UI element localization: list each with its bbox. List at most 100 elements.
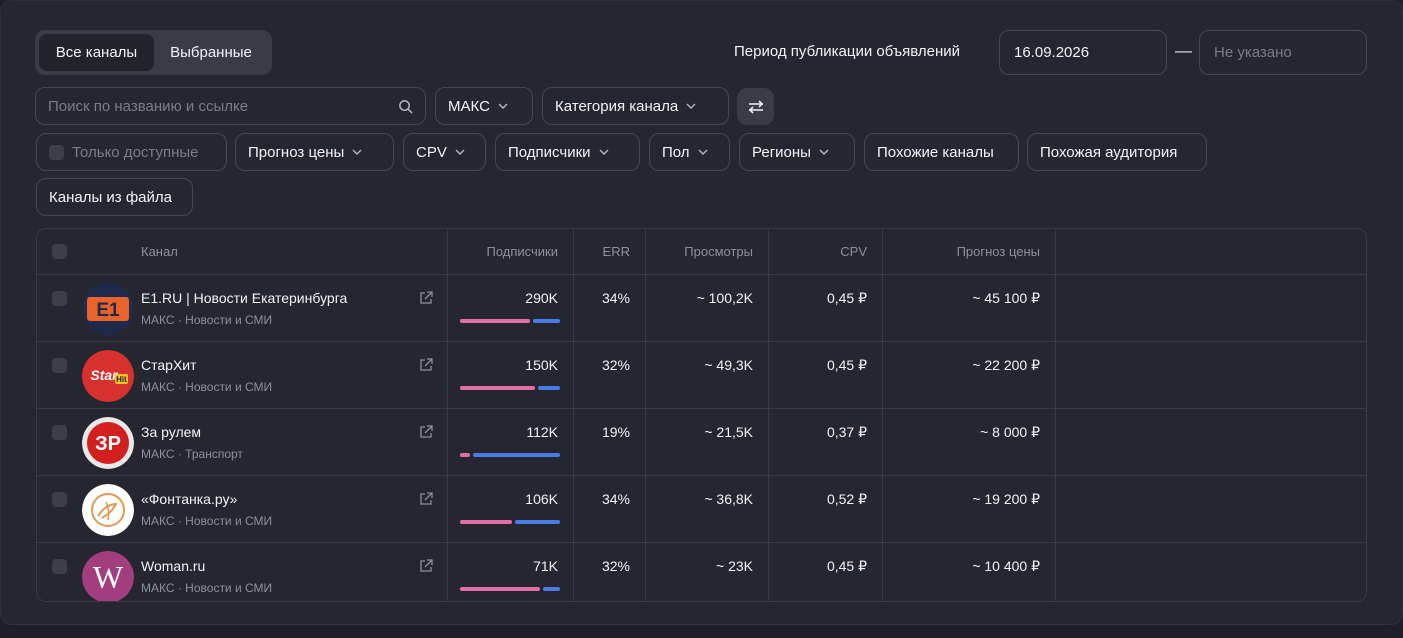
channel-name[interactable]: Woman.ru (141, 558, 206, 574)
search-icon (399, 99, 413, 114)
only-available-label: Только доступные (72, 143, 199, 161)
err-value: 34% (601, 290, 630, 306)
similar-channels-button[interactable]: Похожие каналы (864, 133, 1019, 171)
tab-selected-channels[interactable]: Выбранные (170, 44, 252, 61)
views-value: ~ 100,2K (696, 290, 753, 306)
price-forecast-value: ~ 8 000 ₽ (980, 424, 1040, 440)
table-row[interactable]: Star Hit СтарХит МАКС · Новости и СМИ 150… (37, 342, 1366, 409)
gender-label: Пол (662, 143, 690, 161)
price-forecast-value: ~ 10 400 ₽ (972, 558, 1040, 574)
subscribers-label: Подписчики (508, 143, 591, 161)
regions-dropdown[interactable]: Регионы (739, 133, 855, 171)
only-available-checkbox[interactable]: Только доступные (36, 133, 227, 171)
external-link-icon[interactable] (419, 559, 433, 573)
cpv-dropdown[interactable]: CPV (403, 133, 486, 171)
header-err[interactable]: ERR (602, 244, 630, 259)
table-row[interactable]: E1 E1.RU | Новости Екатеринбурга МАКС · … (37, 275, 1366, 342)
views-value: ~ 36,8K (704, 491, 753, 507)
category-dropdown[interactable]: Категория канала (542, 87, 729, 125)
cpv-label: CPV (416, 143, 447, 161)
err-value: 19% (601, 424, 630, 440)
filter-settings-button[interactable] (737, 88, 774, 125)
tab-all-channels[interactable]: Все каналы (39, 34, 154, 71)
subscribers-dropdown[interactable]: Подписчики (495, 133, 640, 171)
header-cpv[interactable]: CPV (840, 244, 867, 259)
header-channel[interactable]: Канал (141, 244, 178, 259)
subscribers-value: 150K (525, 357, 558, 373)
external-link-icon[interactable] (419, 492, 433, 506)
male-share-bar (515, 520, 560, 524)
table-header: Канал Подписчики ERR Просмотры CPV Прогн… (37, 229, 1366, 275)
female-share-bar (460, 386, 535, 390)
chevron-down-icon (498, 103, 508, 109)
err-value: 32% (601, 357, 630, 373)
channel-name[interactable]: За рулем (141, 424, 202, 440)
chevron-down-icon (352, 149, 362, 155)
cpv-value: 0,52 ₽ (826, 491, 867, 507)
channels-panel: Все каналы Выбранные Период публикации о… (0, 0, 1403, 625)
channel-logo-womanru: W (82, 551, 134, 601)
chevron-down-icon (599, 149, 609, 155)
female-share-bar (460, 587, 540, 591)
row-checkbox[interactable] (52, 559, 67, 574)
channel-meta: МАКС · Новости и СМИ (141, 581, 273, 595)
subscribers-value: 71K (533, 558, 558, 574)
channel-logo-fontanka (82, 484, 134, 536)
table-row[interactable]: W Woman.ru МАКС · Новости и СМИ 71K 32% … (37, 543, 1366, 601)
audience-gender-bar (460, 386, 560, 390)
select-all-checkbox[interactable] (52, 244, 67, 259)
table-row[interactable]: ЗР За рулем МАКС · Транспорт 112K 19% ~ … (37, 409, 1366, 476)
channel-logo-starhit: Star Hit (82, 350, 134, 402)
cpv-value: 0,45 ₽ (826, 357, 867, 373)
header-subscribers[interactable]: Подписчики (486, 244, 558, 259)
table-row[interactable]: «Фонтанка.ру» МАКС · Новости и СМИ 106K … (37, 476, 1366, 543)
gender-dropdown[interactable]: Пол (649, 133, 730, 171)
male-share-bar (473, 453, 560, 457)
chevron-down-icon (455, 149, 465, 155)
search-input[interactable]: Поиск по названию и ссылке (35, 87, 426, 125)
svg-text:ЗР: ЗР (95, 433, 121, 455)
platform-dropdown[interactable]: МАКС (435, 87, 533, 125)
channel-name[interactable]: СтарХит (141, 357, 197, 373)
checkbox-icon (49, 144, 64, 160)
cpv-value: 0,45 ₽ (826, 558, 867, 574)
err-value: 34% (601, 491, 630, 507)
channels-table: Канал Подписчики ERR Просмотры CPV Прогн… (36, 228, 1367, 602)
subscribers-value: 290K (525, 290, 558, 306)
period-from-input[interactable]: 16.09.2026 (999, 30, 1167, 75)
header-views[interactable]: Просмотры (684, 244, 753, 259)
row-checkbox[interactable] (52, 291, 67, 306)
channels-from-file-button[interactable]: Каналы из файла (36, 178, 193, 216)
female-share-bar (460, 319, 530, 323)
external-link-icon[interactable] (419, 358, 433, 372)
price-forecast-value: ~ 45 100 ₽ (972, 290, 1040, 306)
column-divider (573, 229, 574, 601)
similar-audience-button[interactable]: Похожая аудитория (1027, 133, 1207, 171)
sliders-icon (748, 99, 763, 114)
header-price-forecast[interactable]: Прогноз цены (956, 244, 1040, 259)
audience-gender-bar (460, 319, 560, 323)
column-divider (768, 229, 769, 601)
female-share-bar (460, 453, 470, 457)
audience-gender-bar (460, 520, 560, 524)
channel-name[interactable]: E1.RU | Новости Екатеринбурга (141, 290, 348, 306)
price-forecast-label: Прогноз цены (248, 143, 345, 161)
male-share-bar (533, 319, 560, 323)
row-checkbox[interactable] (52, 358, 67, 373)
channel-meta: МАКС · Транспорт (141, 447, 243, 461)
channel-name[interactable]: «Фонтанка.ру» (141, 491, 238, 507)
subscribers-value: 106K (525, 491, 558, 507)
price-forecast-dropdown[interactable]: Прогноз цены (235, 133, 394, 171)
row-checkbox[interactable] (52, 425, 67, 440)
views-value: ~ 21,5K (704, 424, 753, 440)
svg-text:E1: E1 (96, 300, 120, 321)
period-dash: — (1175, 41, 1192, 60)
external-link-icon[interactable] (419, 425, 433, 439)
platform-label: МАКС (448, 97, 490, 115)
row-checkbox[interactable] (52, 492, 67, 507)
column-divider (1055, 229, 1056, 601)
cpv-value: 0,45 ₽ (826, 290, 867, 306)
external-link-icon[interactable] (419, 291, 433, 305)
period-to-input[interactable]: Не указано (1199, 30, 1367, 75)
male-share-bar (538, 386, 560, 390)
